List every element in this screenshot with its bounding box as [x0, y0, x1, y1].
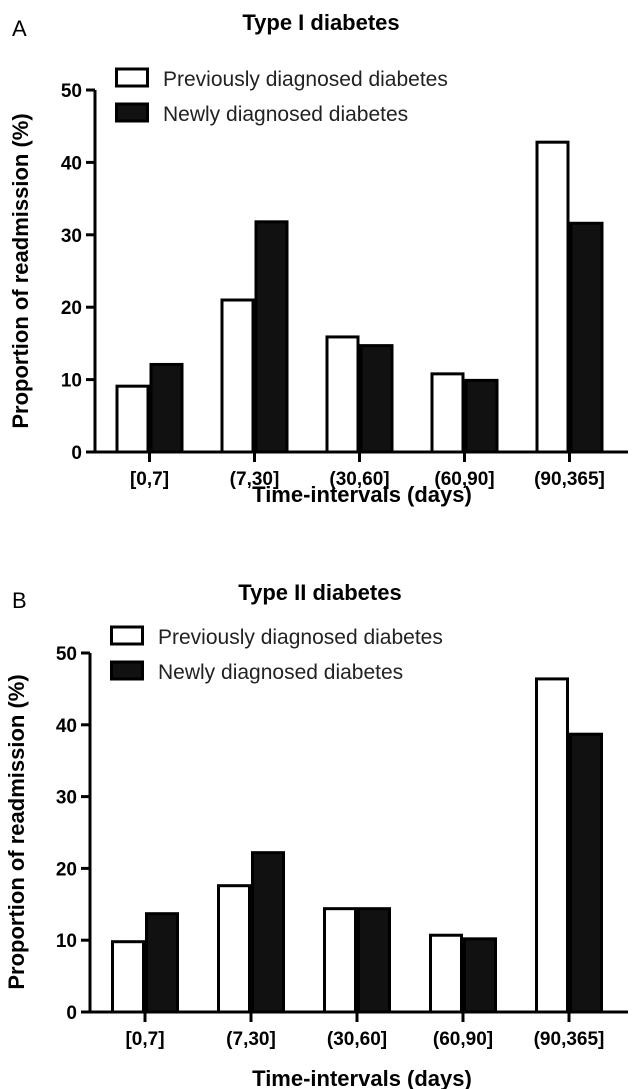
bar-newly-diagnosed — [569, 732, 603, 1014]
y-tick-label: 30 — [56, 788, 77, 809]
y-tick-label: 50 — [61, 81, 82, 102]
x-tick-label: (90,365] — [534, 469, 605, 490]
y-tick-label: 10 — [56, 931, 77, 952]
panel-letter: B — [12, 588, 27, 613]
y-tick-label: 40 — [61, 153, 82, 174]
x-tick-label: (60,90] — [433, 1029, 493, 1050]
x-tick-label: (90,365] — [534, 1029, 605, 1050]
bar-newly-diagnosed — [464, 378, 499, 454]
bar-newly-diagnosed — [149, 362, 184, 454]
bar-newly-diagnosed — [254, 220, 289, 454]
x-tick-label: (7,30] — [226, 1029, 276, 1050]
bar-previously-diagnosed — [430, 372, 465, 454]
panel-b: B Type II diabetes 0 10 20 30 40 50 [0,7] (7,30] (… — [4, 580, 628, 1089]
x-axis-label: Time-intervals (days) — [252, 482, 472, 507]
legend-swatch-previously-diagnosed — [110, 625, 144, 646]
y-tick-label: 0 — [71, 443, 82, 464]
panel-letter: A — [12, 16, 27, 41]
x-tick-label: (7,30] — [230, 469, 280, 490]
legend-swatch-previously-diagnosed — [115, 67, 149, 88]
bar-newly-diagnosed — [463, 937, 497, 1014]
x-tick-label: (60,90] — [434, 469, 494, 490]
bar-newly-diagnosed — [251, 851, 285, 1014]
bar-newly-diagnosed — [357, 907, 391, 1014]
y-tick-label: 10 — [61, 371, 82, 392]
legend-label-previously-diagnosed: Previously diagnosed diabetes — [158, 626, 443, 649]
y-tick-label: 30 — [61, 226, 82, 247]
bar-previously-diagnosed — [535, 677, 569, 1014]
y-axis-label: Proportion of readmission (%) — [4, 674, 29, 989]
bar-previously-diagnosed — [429, 933, 463, 1014]
bar-newly-diagnosed — [569, 221, 604, 454]
bar-previously-diagnosed — [535, 140, 570, 454]
chart-title: Type II diabetes — [238, 580, 401, 605]
bar-previously-diagnosed — [325, 335, 360, 454]
legend-swatch-newly-diagnosed — [115, 102, 149, 123]
bar-previously-diagnosed — [220, 298, 255, 454]
legend-label-newly-diagnosed: Newly diagnosed diabetes — [158, 661, 403, 684]
x-tick-label: [0,7] — [125, 1029, 164, 1050]
y-axis-label: Proportion of readmission (%) — [8, 113, 33, 428]
panel-a: A Type I diabetes 0 10 20 30 40 50 [0,7] (7,30] (3… — [8, 10, 628, 507]
x-tick-label: [0,7] — [130, 469, 169, 490]
y-tick-label: 50 — [56, 644, 77, 665]
chart-title: Type I diabetes — [242, 10, 399, 35]
bar-previously-diagnosed — [323, 907, 357, 1014]
legend-swatch-newly-diagnosed — [110, 660, 144, 681]
legend-label-previously-diagnosed: Previously diagnosed diabetes — [163, 68, 448, 91]
x-tick-label: (30,60] — [329, 469, 389, 490]
bar-previously-diagnosed — [111, 940, 145, 1014]
y-tick-label: 0 — [66, 1003, 77, 1024]
y-tick-label: 40 — [56, 716, 77, 737]
bar-previously-diagnosed — [217, 884, 251, 1014]
bar-previously-diagnosed — [115, 384, 150, 454]
y-tick-label: 20 — [61, 298, 82, 319]
bar-newly-diagnosed — [145, 912, 179, 1014]
x-tick-label: (30,60] — [327, 1029, 387, 1050]
legend-label-newly-diagnosed: Newly diagnosed diabetes — [163, 103, 408, 126]
y-tick-label: 20 — [56, 859, 77, 880]
bar-newly-diagnosed — [359, 344, 394, 454]
x-axis-label: Time-intervals (days) — [252, 1066, 472, 1089]
